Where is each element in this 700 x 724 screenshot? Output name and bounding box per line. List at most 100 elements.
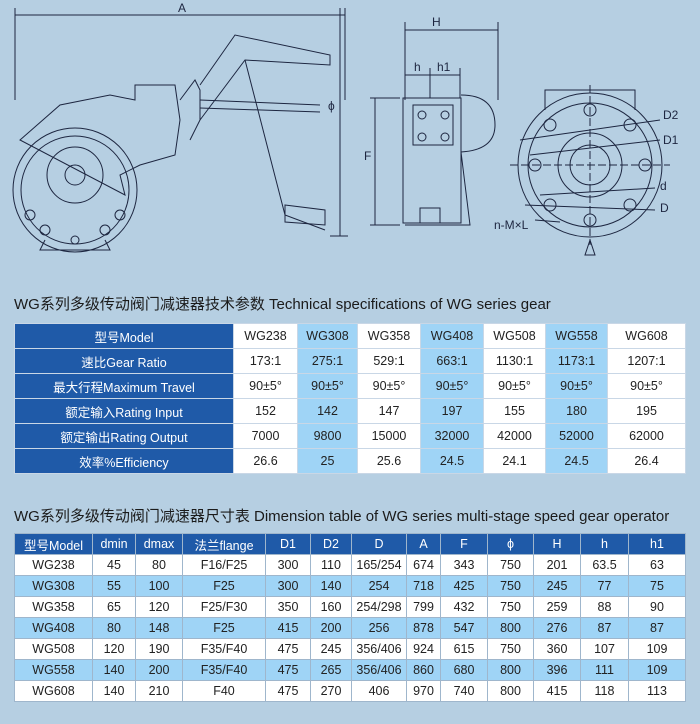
header-cell: 型号Model — [14, 533, 93, 555]
table-cell: 1130:1 — [483, 348, 546, 374]
table-cell: 额定输入Rating Input — [14, 398, 234, 424]
table-cell: 615 — [440, 638, 488, 660]
table-cell: 65 — [92, 596, 136, 618]
header-cell: A — [406, 533, 441, 555]
table-cell: 最大行程Maximum Travel — [14, 373, 234, 399]
table-cell: 475 — [265, 638, 311, 660]
table-cell: 173:1 — [233, 348, 298, 374]
table-cell: F25 — [182, 575, 266, 597]
table-row: WG308 55 100 F25 300 140 254 718 425 750 245 77 75 — [14, 575, 686, 597]
dim-label: n-M×L — [494, 218, 529, 232]
table-row: 速比Gear Ratio 173:1 275:1 529:1 663:1 1130:1 11… — [14, 348, 686, 374]
table-cell: 200 — [135, 659, 183, 681]
header-cell: 法兰flange — [182, 533, 266, 555]
table-cell: 270 — [310, 680, 352, 702]
table-cell: 750 — [487, 554, 534, 576]
table-cell: 80 — [135, 554, 183, 576]
table-cell: 547 — [440, 617, 488, 639]
table-cell: 800 — [487, 617, 534, 639]
table-cell: 924 — [406, 638, 441, 660]
table-cell: 970 — [406, 680, 441, 702]
table-cell: 210 — [135, 680, 183, 702]
table-cell: 87 — [628, 617, 686, 639]
header-cell: h — [580, 533, 629, 555]
table-cell: 90±5° — [297, 373, 358, 399]
header-cell: D2 — [310, 533, 352, 555]
table-cell: 140 — [92, 659, 136, 681]
table-cell: 107 — [580, 638, 629, 660]
table-cell: 109 — [628, 659, 686, 681]
table-cell: 26.6 — [233, 448, 298, 474]
table-cell: 860 — [406, 659, 441, 681]
header-cell: dmin — [92, 533, 136, 555]
table-cell: 265 — [310, 659, 352, 681]
header-cell: WG358 — [357, 323, 421, 349]
table-cell: 425 — [440, 575, 488, 597]
table-cell: 259 — [533, 596, 581, 618]
drawing: A H h h1 F ϕ D2 D1 d D n-M×L — [12, 1, 679, 256]
table-cell: 52000 — [545, 423, 608, 449]
table-cell: 额定输出Rating Output — [14, 423, 234, 449]
table-cell: 878 — [406, 617, 441, 639]
table-cell: 245 — [310, 638, 352, 660]
table-cell: WG558 — [14, 659, 93, 681]
table-cell: 245 — [533, 575, 581, 597]
table-row: WG508 120 190 F35/F40 475 245 356/406 924 615 750… — [14, 638, 686, 660]
table-row: 效率%Efficiency 26.6 25 25.6 24.5 24.1 24.5 26.4 — [14, 448, 686, 474]
table-cell: 9800 — [297, 423, 358, 449]
table-cell: 25 — [297, 448, 358, 474]
table-row: WG608 140 210 F40 475 270 406 970 740 800 415 118 11… — [14, 680, 686, 702]
table-row: 型号Model WG238 WG308 WG358 WG408 WG508 WG558 WG6… — [14, 323, 686, 349]
table-cell: 200 — [310, 617, 352, 639]
table-cell: 190 — [135, 638, 183, 660]
table-cell: 415 — [533, 680, 581, 702]
table-row: WG358 65 120 F25/F30 350 160 254/298 799 432 750 2… — [14, 596, 686, 618]
table-cell: 90±5° — [357, 373, 421, 399]
header-cell: D1 — [265, 533, 311, 555]
table-cell: 750 — [487, 575, 534, 597]
table-cell: 效率%Efficiency — [14, 448, 234, 474]
header-cell: D — [351, 533, 407, 555]
table-cell: 718 — [406, 575, 441, 597]
table-cell: 120 — [135, 596, 183, 618]
table-cell: 750 — [487, 596, 534, 618]
header-cell: 型号Model — [14, 323, 234, 349]
table-cell: 63 — [628, 554, 686, 576]
table-cell: 300 — [265, 554, 311, 576]
table-cell: F35/F40 — [182, 659, 266, 681]
table-cell: 88 — [580, 596, 629, 618]
table-cell: 26.4 — [607, 448, 686, 474]
table-cell: 254/298 — [351, 596, 407, 618]
table-title: WG系列多级传动阀门减速器尺寸表 Dimension table of WG s… — [14, 508, 670, 525]
table-cell: 45 — [92, 554, 136, 576]
table-cell: 276 — [533, 617, 581, 639]
table-row: 最大行程Maximum Travel 90±5° 90±5° 90±5° 90±5° 90… — [14, 373, 686, 399]
table-cell: F25/F30 — [182, 596, 266, 618]
table-cell: 674 — [406, 554, 441, 576]
table-cell: 432 — [440, 596, 488, 618]
table-cell: 529:1 — [357, 348, 421, 374]
dim-label: D — [660, 201, 669, 215]
header-cell: WG558 — [545, 323, 608, 349]
table-cell: 160 — [310, 596, 352, 618]
table-cell: 42000 — [483, 423, 546, 449]
table-cell: WG308 — [14, 575, 93, 597]
table-cell: 120 — [92, 638, 136, 660]
table-cell: WG238 — [14, 554, 93, 576]
table-cell: 197 — [420, 398, 484, 424]
table-cell: 111 — [580, 659, 629, 681]
table-cell: 25.6 — [357, 448, 421, 474]
table-cell: 475 — [265, 680, 311, 702]
table-cell: WG408 — [14, 617, 93, 639]
table-cell: 800 — [487, 680, 534, 702]
table-cell: 24.5 — [420, 448, 484, 474]
table-cell: 475 — [265, 659, 311, 681]
table-cell: 118 — [580, 680, 629, 702]
header-cell: h1 — [628, 533, 686, 555]
table-cell: 396 — [533, 659, 581, 681]
table-cell: 680 — [440, 659, 488, 681]
dim-label: h — [414, 60, 421, 74]
table-cell: 90±5° — [483, 373, 546, 399]
